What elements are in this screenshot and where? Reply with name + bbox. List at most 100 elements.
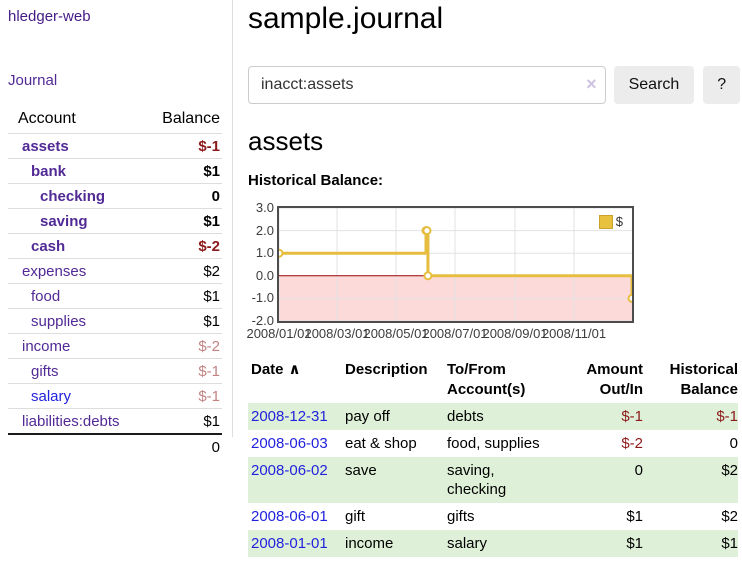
- account-row: salary $-1: [8, 383, 222, 409]
- account-column-header: Account: [18, 110, 76, 127]
- sidebar: hledger-web Journal Account Balance asse…: [0, 0, 233, 459]
- legend-label: $: [615, 214, 623, 229]
- transaction-date: 2008-06-01: [248, 503, 345, 530]
- account-link[interactable]: salary: [31, 387, 72, 405]
- account-row: assets $-1: [8, 133, 222, 159]
- x-axis-tick-label: 2008/01/01: [246, 326, 312, 341]
- transaction-description: gift: [345, 508, 366, 525]
- accounts-total-value: 0: [139, 433, 222, 459]
- brand-link[interactable]: hledger-web: [8, 8, 91, 25]
- account-row: cash $-2: [8, 233, 222, 259]
- account-row: food $1: [8, 283, 222, 309]
- transaction-balance: 0: [729, 435, 738, 452]
- account-balance: $2: [139, 258, 222, 284]
- account-link[interactable]: income: [22, 337, 71, 355]
- balance-chart: 3.0 2.0 1.0 0.0 -1.0 -2.0 $ 2008/01/01 2008/03…: [246, 200, 740, 343]
- account-balance: $-1: [139, 383, 222, 409]
- account-balance: $1: [139, 408, 222, 434]
- transaction-balance: $2: [721, 508, 738, 525]
- table-row: 2008-01-01 income salary $1 $1: [248, 530, 738, 557]
- transaction-accounts: salary: [447, 530, 563, 557]
- transaction-accounts: food, supplies: [447, 435, 540, 452]
- table-row: 2008-06-03 eat & shop food, supplies $-2 0: [248, 430, 738, 457]
- amount-column-header: Amount Out/In: [586, 361, 643, 398]
- y-axis-tick-label: 0.0: [255, 268, 274, 283]
- sort-ascending-icon: ∧: [288, 361, 301, 378]
- account-row: checking 0: [8, 183, 222, 209]
- y-axis-tick-label: 1.0: [255, 245, 274, 260]
- transaction-description: save: [345, 457, 447, 503]
- search-button[interactable]: Search: [613, 66, 695, 104]
- account-balance: $-1: [139, 358, 222, 384]
- account-link[interactable]: checking: [40, 187, 106, 205]
- account-link[interactable]: assets: [22, 137, 69, 155]
- account-balance: $1: [139, 283, 222, 309]
- transaction-accounts: debts: [447, 403, 563, 430]
- account-row: income $-2: [8, 333, 222, 359]
- account-link[interactable]: liabilities:debts: [22, 412, 120, 430]
- table-row: 2008-06-01 gift gifts $1 $2: [248, 503, 738, 530]
- search-input[interactable]: [248, 66, 606, 104]
- table-row: 2008-06-02 save saving, checking 0 $2: [248, 457, 738, 503]
- y-axis-tick-label: -2.0: [251, 313, 274, 328]
- account-balance: $1: [139, 208, 222, 234]
- account-balance: $-2: [139, 333, 222, 359]
- accounts-table: Account Balance assets $-1 bank $1 checking 0…: [8, 107, 222, 459]
- chart-series-svg: [274, 207, 637, 322]
- account-row: supplies $1: [8, 308, 222, 334]
- main-content: sample.journal × Search ? assets Histori…: [246, 0, 740, 557]
- transaction-description: income: [345, 530, 447, 557]
- account-link[interactable]: expenses: [22, 262, 87, 280]
- account-row: liabilities:debts $1: [8, 408, 222, 434]
- description-column-header: Description: [345, 361, 428, 378]
- register-header-row: Date ∧ Description To/From Account(s) Amo…: [248, 357, 738, 403]
- x-axis-tick-label: 2008/09/01: [482, 326, 548, 341]
- account-row: saving $1: [8, 208, 222, 234]
- balance-column-header: Balance: [162, 110, 220, 127]
- account-row: bank $1: [8, 158, 222, 184]
- transaction-amount: $1: [563, 530, 643, 557]
- search-bar: × Search ?: [248, 66, 740, 104]
- transaction-amount: $-1: [563, 403, 643, 430]
- account-link[interactable]: gifts: [31, 362, 59, 380]
- help-button[interactable]: ?: [703, 66, 740, 104]
- account-link[interactable]: cash: [31, 237, 66, 255]
- account-link[interactable]: food: [31, 287, 61, 305]
- transaction-balance: $-1: [643, 403, 738, 430]
- x-axis-tick-label: 2008/07/01: [422, 326, 488, 341]
- account-balance: 0: [139, 183, 222, 209]
- transaction-date-link[interactable]: 2008-06-03: [251, 435, 328, 452]
- account-heading: assets: [248, 126, 324, 156]
- account-link[interactable]: bank: [31, 162, 67, 180]
- accounts-column-header: To/From Account(s): [447, 361, 526, 398]
- date-column-header[interactable]: Date ∧: [251, 361, 301, 378]
- page-title: sample.journal: [248, 2, 444, 35]
- transaction-date-link[interactable]: 2008-06-01: [251, 508, 328, 525]
- y-axis-tick-label: 2.0: [255, 223, 274, 238]
- account-balance: $1: [139, 158, 222, 184]
- account-row: expenses $2: [8, 258, 222, 284]
- register-table: Date ∧ Description To/From Account(s) Amo…: [248, 357, 738, 557]
- transaction-description: pay off: [345, 403, 447, 430]
- transaction-date: 2008-12-31: [248, 403, 345, 430]
- transaction-amount: $-2: [621, 435, 643, 452]
- account-link[interactable]: supplies: [31, 312, 87, 330]
- y-axis-tick-label: -1.0: [251, 290, 274, 305]
- transaction-balance: $1: [643, 530, 738, 557]
- transaction-date-link[interactable]: 2008-12-31: [251, 408, 328, 425]
- sidebar-item-journal[interactable]: Journal: [8, 72, 58, 89]
- transaction-accounts: gifts: [447, 508, 475, 525]
- x-axis-tick-label: 2008/11/01: [541, 326, 607, 341]
- account-link[interactable]: saving: [40, 212, 88, 230]
- x-axis-tick-label: 2008/03/01: [304, 326, 370, 341]
- x-axis-tick-label: 2008/05/01: [363, 326, 429, 341]
- y-axis-tick-label: 3.0: [255, 200, 274, 215]
- account-balance: $1: [139, 308, 222, 334]
- transaction-accounts: saving, checking: [447, 457, 563, 503]
- clear-search-icon[interactable]: ×: [586, 74, 597, 94]
- transaction-date-link[interactable]: 2008-06-02: [251, 462, 328, 479]
- transaction-date-link[interactable]: 2008-01-01: [251, 535, 328, 552]
- account-row: gifts $-1: [8, 358, 222, 384]
- transaction-balance: $2: [643, 457, 738, 503]
- legend-swatch-icon: [598, 214, 613, 229]
